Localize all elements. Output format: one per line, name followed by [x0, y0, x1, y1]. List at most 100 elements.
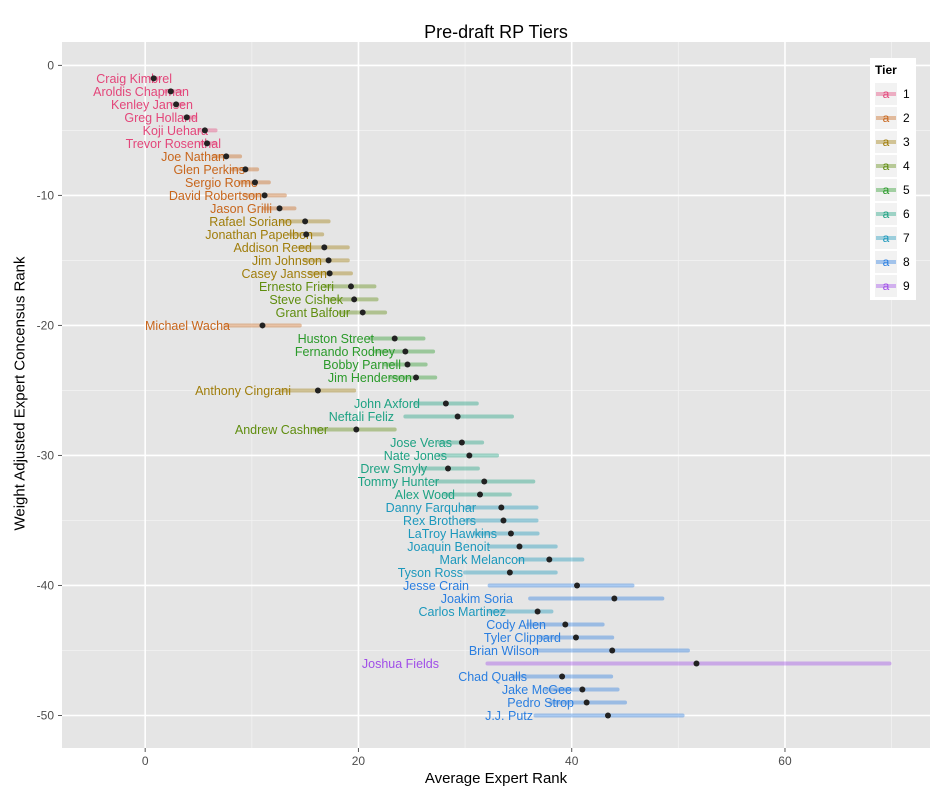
legend-key — [875, 155, 897, 177]
legend-key-glyph: a — [883, 135, 890, 149]
x-tick-label: 0 — [142, 754, 149, 768]
data-point — [150, 75, 157, 82]
data-point — [204, 140, 211, 147]
data-point — [458, 439, 465, 446]
player-label: Trevor Rosenthal — [126, 137, 221, 151]
player-label: Brian Wilson — [469, 644, 539, 658]
legend-key — [875, 179, 897, 201]
player-label: Danny Farquhar — [386, 501, 476, 515]
player-label: Jose Veras — [390, 436, 452, 450]
player-label: David Robertson — [169, 189, 262, 203]
data-point — [223, 153, 230, 160]
legend-label: 2 — [903, 111, 910, 125]
player-label: Jake McGee — [502, 683, 572, 697]
x-tick-label: 20 — [352, 754, 366, 768]
data-point — [498, 504, 505, 511]
legend-key-glyph: a — [883, 279, 890, 293]
y-tick-label: -50 — [37, 708, 55, 722]
data-point — [347, 283, 354, 290]
data-point — [507, 530, 514, 537]
player-label: Rex Brothers — [403, 514, 476, 528]
player-label: Sergio Romo — [185, 176, 258, 190]
player-label: Jason Grilli — [210, 202, 272, 216]
player-label: Jesse Crain — [403, 579, 469, 593]
legend-label: 3 — [903, 135, 910, 149]
data-point — [261, 192, 268, 199]
legend-label: 6 — [903, 207, 910, 221]
player-label: Jim Henderson — [328, 371, 412, 385]
data-point — [546, 556, 553, 563]
player-label: Craig Kimbrel — [96, 72, 172, 86]
legend-label: 7 — [903, 231, 910, 245]
player-label: Ernesto Frieri — [259, 280, 334, 294]
player-label: Tyson Ross — [398, 566, 463, 580]
chart-title: Pre-draft RP Tiers — [424, 22, 568, 42]
player-label: Aroldis Chapman — [93, 85, 189, 99]
player-label: Joe Nathan — [161, 150, 225, 164]
data-point — [252, 179, 259, 186]
y-tick-label: -10 — [37, 188, 55, 202]
data-point — [477, 491, 484, 498]
legend-label: 4 — [903, 159, 910, 173]
legend-key — [875, 227, 897, 249]
data-point — [572, 634, 579, 641]
data-point — [500, 517, 507, 524]
data-point — [442, 400, 449, 407]
data-point — [611, 595, 618, 602]
player-label: J.J. Putz — [485, 709, 533, 723]
data-point — [167, 88, 174, 95]
data-point — [413, 374, 420, 381]
data-point — [201, 127, 208, 134]
data-point — [693, 660, 700, 667]
x-tick-label: 40 — [565, 754, 579, 768]
legend-label: 1 — [903, 87, 910, 101]
data-point — [326, 270, 333, 277]
data-point — [604, 712, 611, 719]
legend-key-glyph: a — [883, 207, 890, 221]
data-point — [466, 452, 473, 459]
x-tick-label: 60 — [778, 754, 792, 768]
player-label: Rafael Soriano — [209, 215, 292, 229]
data-point — [351, 296, 358, 303]
data-point — [325, 257, 332, 264]
legend-key — [875, 203, 897, 225]
data-point — [173, 101, 180, 108]
legend-key — [875, 275, 897, 297]
player-label: Drew Smyly — [360, 462, 427, 476]
player-label: Neftali Feliz — [329, 410, 394, 424]
data-point — [183, 114, 190, 121]
x-axis-label: Average Expert Rank — [424, 770, 568, 787]
legend-label: 9 — [903, 279, 910, 293]
player-label: Steve Cishek — [269, 293, 343, 307]
legend-key — [875, 107, 897, 129]
player-label: Fernando Rodney — [295, 345, 396, 359]
data-point — [454, 413, 461, 420]
data-point — [402, 348, 409, 355]
player-label: Anthony Cingrani — [195, 384, 291, 398]
data-point — [516, 543, 523, 550]
legend-key-glyph: a — [883, 255, 890, 269]
data-point — [353, 426, 360, 433]
data-point — [259, 322, 266, 329]
player-label: Chad Qualls — [458, 670, 527, 684]
player-label: Alex Wood — [395, 488, 455, 502]
data-point — [276, 205, 283, 212]
legend-key-glyph: a — [883, 231, 890, 245]
player-label: Kenley Jansen — [111, 98, 193, 112]
player-label: Carlos Martinez — [418, 605, 506, 619]
data-point — [303, 231, 310, 238]
player-label: Joshua Fields — [362, 657, 439, 671]
player-label: Casey Janssen — [242, 267, 328, 281]
player-label: Joakim Soria — [441, 592, 513, 606]
player-label: Joaquin Benoit — [407, 540, 490, 554]
player-label: Andrew Cashner — [235, 423, 328, 437]
data-point — [481, 478, 488, 485]
player-label: Nate Jones — [384, 449, 447, 463]
legend-key — [875, 83, 897, 105]
data-point — [574, 582, 581, 589]
player-label: Grant Balfour — [276, 306, 350, 320]
data-point — [562, 621, 569, 628]
data-point — [583, 699, 590, 706]
